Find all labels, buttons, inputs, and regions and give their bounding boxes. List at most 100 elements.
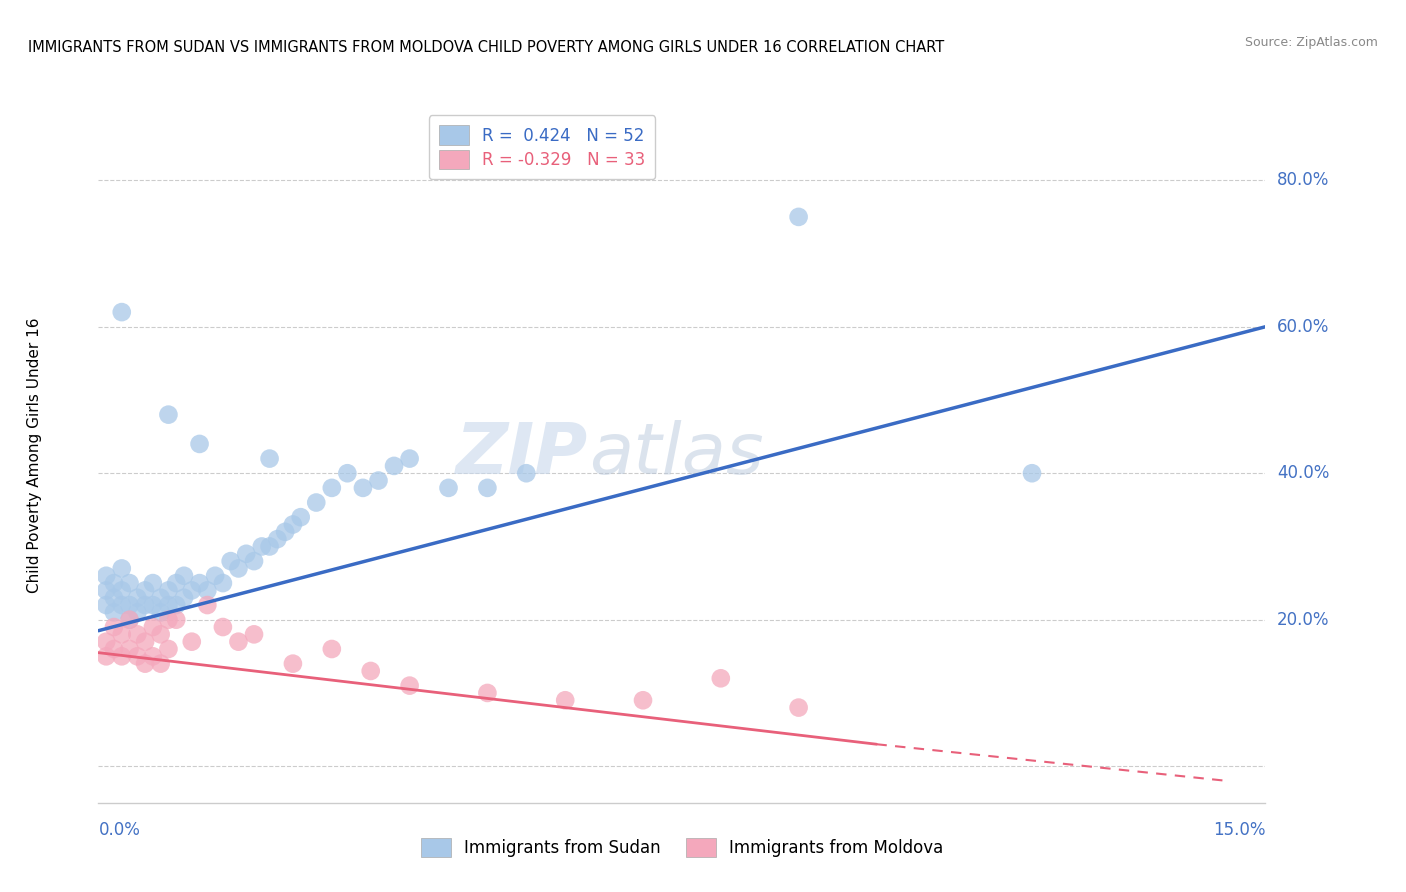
Point [235,547,257,561]
Point [103,606,125,620]
Point [188,437,211,451]
Point [360,664,382,678]
Text: 20.0%: 20.0% [1277,611,1330,629]
Point [118,642,141,657]
Point [305,495,328,509]
Point [398,451,420,466]
Point [195,583,218,598]
Point [204,568,226,582]
Point [259,451,281,466]
Point [149,606,172,620]
Point [157,408,180,422]
Point [118,576,141,591]
Text: 0.0%: 0.0% [98,822,141,839]
Point [228,561,250,575]
Point [134,583,156,598]
Point [127,627,149,641]
Point [180,634,202,648]
Point [710,671,733,685]
Point [336,467,359,481]
Point [111,627,134,641]
Point [111,561,134,575]
Point [142,649,165,664]
Point [157,642,180,657]
Point [367,474,389,488]
Point [149,657,172,671]
Point [243,627,266,641]
Point [149,627,172,641]
Point [554,693,576,707]
Point [96,649,118,664]
Text: 80.0%: 80.0% [1277,171,1330,189]
Point [212,620,235,634]
Point [165,576,187,591]
Point [111,598,134,612]
Point [281,657,304,671]
Point [118,613,141,627]
Text: Child Poverty Among Girls Under 16: Child Poverty Among Girls Under 16 [27,318,42,592]
Point [266,532,288,546]
Point [274,524,297,539]
Point [103,576,125,591]
Point [250,540,273,554]
Point [165,613,187,627]
Point [103,591,125,605]
Point [228,634,250,648]
Text: 15.0%: 15.0% [1213,822,1265,839]
Point [142,576,165,591]
Point [127,649,149,664]
Point [127,591,149,605]
Text: 40.0%: 40.0% [1277,464,1330,483]
Point [96,598,118,612]
Point [398,679,420,693]
Point [212,576,235,591]
Point [103,620,125,634]
Point [243,554,266,568]
Point [1021,467,1043,481]
Point [96,583,118,598]
Point [321,481,343,495]
Point [118,598,141,612]
Point [134,657,156,671]
Point [134,634,156,648]
Point [515,467,537,481]
Point [157,598,180,612]
Point [787,700,810,714]
Point [188,576,211,591]
Text: 60.0%: 60.0% [1277,318,1330,335]
Point [149,591,172,605]
Text: ZIP: ZIP [457,420,589,490]
Point [382,458,405,473]
Point [259,540,281,554]
Point [142,620,165,634]
Point [127,606,149,620]
Point [157,613,180,627]
Point [173,591,195,605]
Point [96,568,118,582]
Point [477,481,499,495]
Point [321,642,343,657]
Point [96,634,118,648]
Point [118,613,141,627]
Point [631,693,654,707]
Point [180,583,202,598]
Point [111,649,134,664]
Point [352,481,374,495]
Point [103,642,125,657]
Point [787,210,810,224]
Point [281,517,304,532]
Point [111,305,134,319]
Legend: Immigrants from Sudan, Immigrants from Moldova: Immigrants from Sudan, Immigrants from M… [413,831,950,864]
Point [165,598,187,612]
Point [437,481,460,495]
Point [142,598,165,612]
Point [290,510,312,524]
Point [157,583,180,598]
Text: atlas: atlas [589,420,763,490]
Point [111,583,134,598]
Point [195,598,218,612]
Text: IMMIGRANTS FROM SUDAN VS IMMIGRANTS FROM MOLDOVA CHILD POVERTY AMONG GIRLS UNDER: IMMIGRANTS FROM SUDAN VS IMMIGRANTS FROM… [28,40,945,55]
Point [173,568,195,582]
Point [477,686,499,700]
Point [134,598,156,612]
